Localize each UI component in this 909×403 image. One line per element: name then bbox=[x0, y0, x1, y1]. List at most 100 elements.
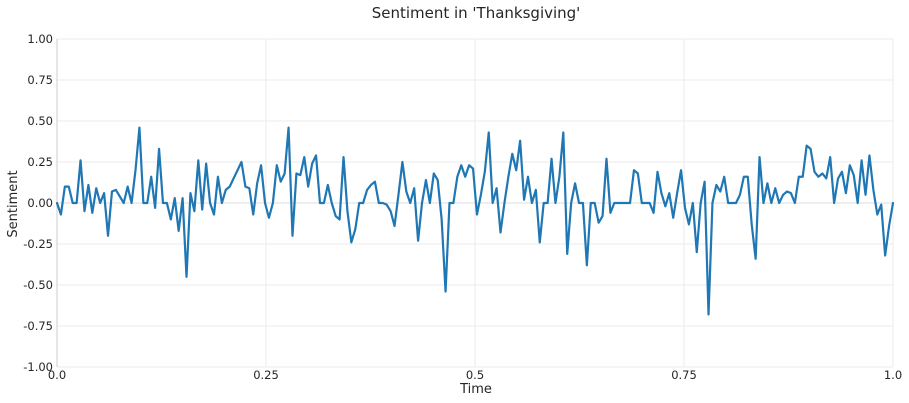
data-point bbox=[759, 156, 761, 158]
x-tick-label: 0.0 bbox=[48, 368, 66, 382]
data-point bbox=[131, 202, 133, 204]
data-point bbox=[91, 212, 93, 214]
data-point bbox=[578, 202, 580, 204]
data-point bbox=[468, 164, 470, 166]
data-point bbox=[307, 186, 309, 188]
data-point bbox=[87, 184, 89, 186]
data-point bbox=[554, 202, 556, 204]
data-point bbox=[146, 202, 148, 204]
data-point bbox=[291, 235, 293, 237]
data-point bbox=[704, 181, 706, 183]
data-point bbox=[531, 202, 533, 204]
data-point bbox=[174, 197, 176, 199]
data-point bbox=[770, 202, 772, 204]
data-point bbox=[354, 228, 356, 230]
data-point bbox=[876, 213, 878, 215]
data-point bbox=[660, 192, 662, 194]
data-point bbox=[833, 202, 835, 204]
data-point bbox=[158, 148, 160, 150]
data-point bbox=[672, 217, 674, 219]
data-point bbox=[861, 159, 863, 161]
data-point bbox=[343, 156, 345, 158]
data-point bbox=[731, 202, 733, 204]
data-point bbox=[806, 145, 808, 147]
chart-title: Sentiment in 'Thanksgiving' bbox=[372, 4, 581, 22]
data-point bbox=[684, 207, 686, 209]
data-point bbox=[676, 192, 678, 194]
y-axis-label: Sentiment bbox=[6, 170, 21, 237]
data-point bbox=[814, 171, 816, 173]
data-point bbox=[268, 217, 270, 219]
data-point bbox=[189, 192, 191, 194]
data-point bbox=[248, 187, 250, 189]
data-point bbox=[751, 223, 753, 225]
data-point bbox=[390, 210, 392, 212]
data-point bbox=[582, 202, 584, 204]
data-point bbox=[193, 210, 195, 212]
data-point bbox=[515, 169, 517, 171]
data-point bbox=[594, 202, 596, 204]
data-point bbox=[810, 148, 812, 150]
data-point bbox=[476, 213, 478, 215]
data-point bbox=[723, 176, 725, 178]
data-point bbox=[798, 176, 800, 178]
data-point bbox=[570, 202, 572, 204]
data-point bbox=[394, 225, 396, 227]
data-point bbox=[205, 163, 207, 165]
data-point bbox=[107, 235, 109, 237]
data-point bbox=[535, 189, 537, 191]
data-point bbox=[374, 181, 376, 183]
data-point bbox=[739, 194, 741, 196]
data-point bbox=[472, 168, 474, 170]
data-point bbox=[421, 202, 423, 204]
data-point bbox=[700, 202, 702, 204]
data-point bbox=[496, 187, 498, 189]
data-point bbox=[303, 156, 305, 158]
data-point bbox=[649, 202, 651, 204]
data-point bbox=[115, 189, 117, 191]
data-point bbox=[209, 202, 211, 204]
data-point bbox=[240, 161, 242, 163]
data-point bbox=[790, 192, 792, 194]
y-tick-label: -0.25 bbox=[23, 237, 53, 251]
data-point bbox=[888, 225, 890, 227]
data-point bbox=[613, 202, 615, 204]
data-point bbox=[629, 202, 631, 204]
data-point bbox=[170, 218, 172, 220]
data-point bbox=[794, 202, 796, 204]
data-point bbox=[60, 213, 62, 215]
data-point bbox=[825, 177, 827, 179]
data-point bbox=[680, 169, 682, 171]
data-point bbox=[735, 202, 737, 204]
data-point bbox=[280, 181, 282, 183]
data-point bbox=[766, 182, 768, 184]
data-point bbox=[233, 177, 235, 179]
data-point bbox=[480, 194, 482, 196]
data-point bbox=[645, 202, 647, 204]
data-point bbox=[295, 172, 297, 174]
data-point bbox=[625, 202, 627, 204]
data-point bbox=[692, 202, 694, 204]
data-point bbox=[849, 164, 851, 166]
data-point bbox=[413, 187, 415, 189]
data-point bbox=[350, 241, 352, 243]
data-point bbox=[617, 202, 619, 204]
data-point bbox=[311, 163, 313, 165]
data-point bbox=[539, 241, 541, 243]
data-point bbox=[503, 202, 505, 204]
data-point bbox=[382, 202, 384, 204]
data-point bbox=[386, 204, 388, 206]
data-point bbox=[370, 184, 372, 186]
data-point bbox=[868, 154, 870, 156]
x-axis-label: Time bbox=[459, 382, 492, 397]
data-point bbox=[225, 189, 227, 191]
data-point bbox=[166, 202, 168, 204]
data-point bbox=[821, 172, 823, 174]
data-point bbox=[574, 182, 576, 184]
y-tick-label: -0.50 bbox=[23, 278, 53, 292]
data-point bbox=[252, 213, 254, 215]
data-point bbox=[178, 230, 180, 232]
data-point bbox=[527, 176, 529, 178]
data-point bbox=[409, 202, 411, 204]
data-point bbox=[378, 202, 380, 204]
